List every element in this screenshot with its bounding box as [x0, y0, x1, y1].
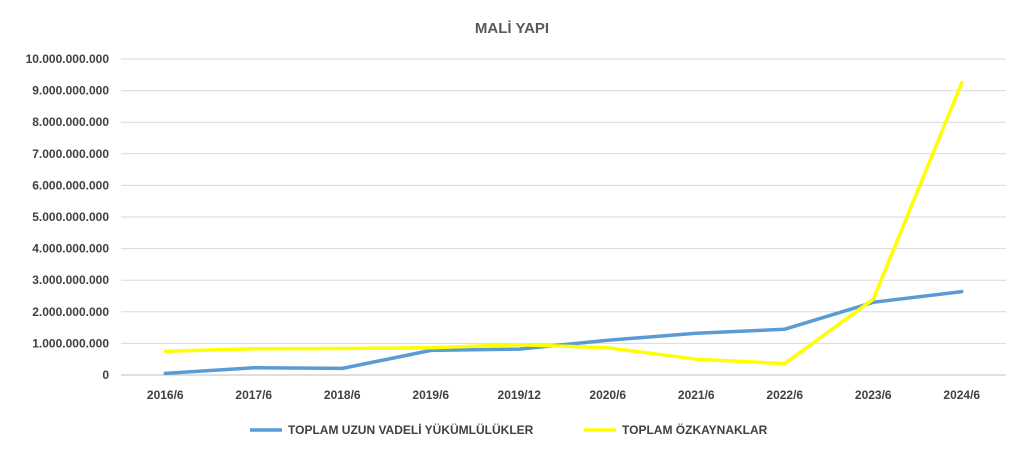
x-tick-label: 2020/6 [589, 388, 626, 402]
x-tick-label: 2019/6 [412, 388, 449, 402]
y-tick-label: 4.000.000.000 [32, 242, 109, 256]
x-tick-label: 2021/6 [678, 388, 715, 402]
x-tick-label: 2016/6 [147, 388, 184, 402]
legend: TOPLAM UZUN VADELİ YÜKÜMLÜLÜKLER TOPLAM Ö… [250, 422, 768, 437]
legend-item-2: TOPLAM ÖZKAYNAKLAR [584, 422, 768, 437]
y-tick-label: 1.000.000.000 [32, 336, 109, 350]
series-line-1 [163, 289, 964, 376]
legend-label: TOPLAM UZUN VADELİ YÜKÜMLÜLÜKLER [288, 422, 534, 437]
x-tick-label: 2024/6 [943, 388, 980, 402]
y-tick-label: 2.000.000.000 [32, 305, 109, 319]
x-tick-label: 2018/6 [324, 388, 361, 402]
x-tick-label: 2019/12 [498, 388, 542, 402]
y-tick-label: 9.000.000.000 [32, 84, 109, 98]
y-tick-label: 8.000.000.000 [32, 115, 109, 129]
series-line-2 [163, 80, 964, 366]
legend-label: TOPLAM ÖZKAYNAKLAR [622, 422, 768, 437]
series-lines [163, 80, 964, 376]
y-tick-label: 0 [102, 368, 109, 382]
x-tick-label: 2023/6 [855, 388, 892, 402]
x-axis-ticks: 2016/6 2017/6 2018/6 2019/6 2019/12 2020/6 202… [147, 388, 981, 402]
gridlines [121, 58, 1006, 344]
y-tick-label: 7.000.000.000 [32, 147, 109, 161]
x-tick-label: 2017/6 [235, 388, 272, 402]
legend-item-1: TOPLAM UZUN VADELİ YÜKÜMLÜLÜKLER [250, 422, 534, 437]
y-tick-label: 6.000.000.000 [32, 178, 109, 192]
y-tick-label: 3.000.000.000 [32, 273, 109, 287]
chart-title: MALİ YAPI [475, 20, 549, 37]
y-axis-ticks: 0 1.000.000.000 2.000.000.000 3.000.000.000… [26, 52, 110, 382]
y-tick-label: 5.000.000.000 [32, 210, 109, 224]
x-tick-label: 2022/6 [766, 388, 803, 402]
y-tick-label: 10.000.000.000 [26, 52, 110, 66]
